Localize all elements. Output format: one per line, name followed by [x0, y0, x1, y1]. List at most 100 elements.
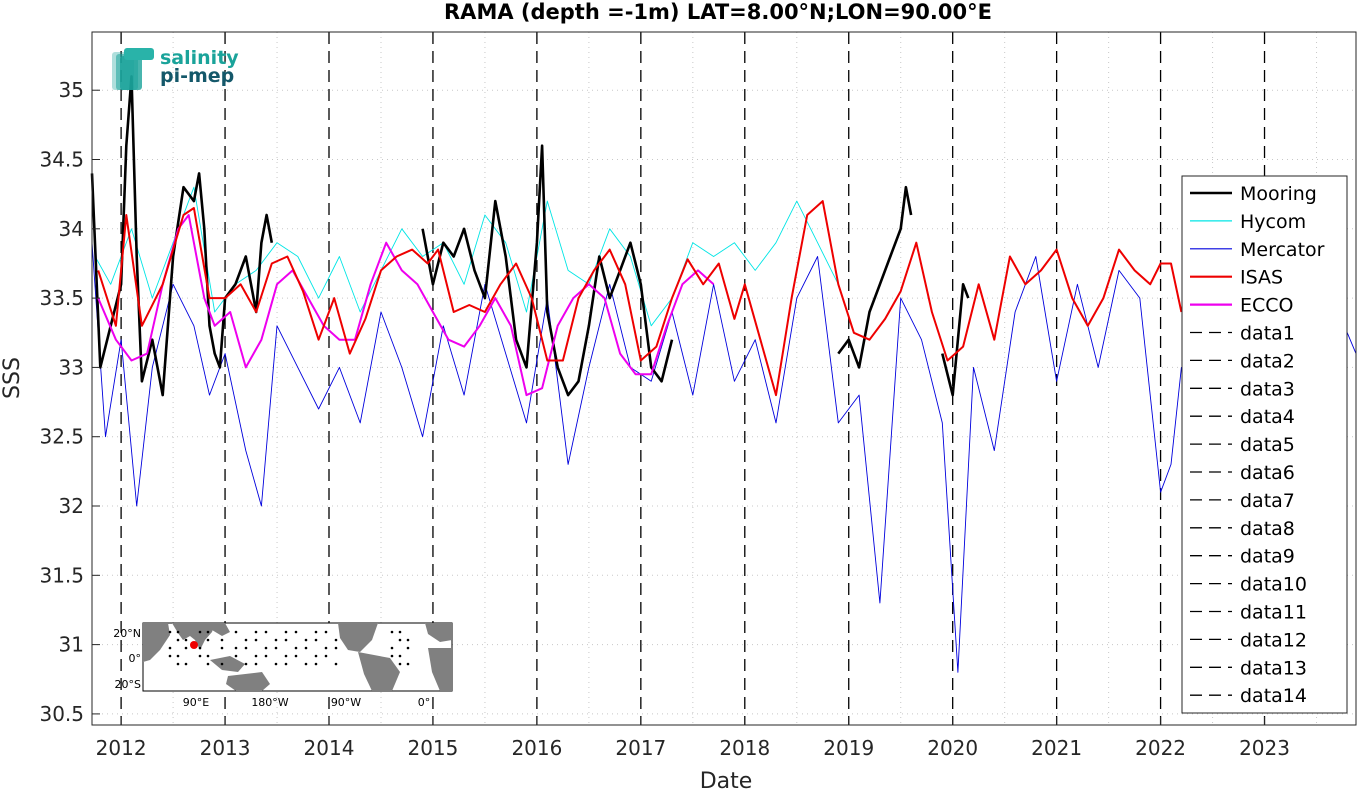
legend-label-data4: data4 — [1240, 406, 1295, 428]
buoy-dot — [284, 662, 288, 666]
buoy-dot — [220, 638, 224, 642]
x-tick-label: 2020 — [927, 736, 978, 760]
buoy-dot — [314, 630, 318, 634]
buoy-dot — [206, 654, 210, 658]
buoy-dot — [264, 630, 268, 634]
buoy-dot — [220, 646, 224, 650]
buoy-dot — [198, 654, 202, 658]
x-tick-label: 2021 — [1031, 736, 1082, 760]
buoy-dot — [206, 630, 210, 634]
lon-label-0: 0° — [418, 696, 431, 709]
buoy-dot — [314, 638, 318, 642]
land-masses — [143, 623, 452, 691]
y-tick-label: 31.5 — [39, 563, 84, 587]
buoy-dot — [274, 638, 278, 642]
legend-label-data13: data13 — [1240, 657, 1307, 679]
buoy-dot — [244, 662, 248, 666]
y-axis: 30.5 31 31.5 32 32.5 33 33.5 34 34.5 35 — [39, 78, 100, 726]
buoy-dot — [184, 646, 188, 650]
series-mooring-line — [837, 185, 913, 369]
buoy-dot — [334, 638, 338, 642]
buoy-dot — [168, 646, 172, 650]
buoy-dot — [206, 638, 210, 642]
y-tick-label: 32 — [59, 494, 84, 518]
buoy-dot — [264, 646, 268, 650]
buoy-dot — [334, 662, 338, 666]
logo-line1: salinity — [160, 47, 239, 69]
salinity-pimep-logo: salinity pi-mep — [112, 47, 239, 90]
inset-map: 20°N 0° 20°S 90°E 180°W 90°W 0° — [113, 622, 453, 709]
buoy-dot — [398, 630, 402, 634]
buoy-dot — [254, 638, 258, 642]
buoy-dot — [184, 662, 188, 666]
series-isas-line — [97, 200, 1183, 397]
year-dashed-lines — [120, 32, 1266, 725]
buoy-dot — [304, 662, 308, 666]
y-tick-label: 30.5 — [39, 702, 84, 726]
x-tick-label: 2017 — [615, 736, 666, 760]
legend-label-hycom: Hycom — [1240, 211, 1306, 233]
buoy-dot — [234, 654, 238, 658]
lat-label-eq: 0° — [129, 652, 142, 665]
x-tick-label: 2016 — [511, 736, 562, 760]
x-tick-label: 2022 — [1135, 736, 1186, 760]
logo-line2: pi-mep — [160, 65, 234, 87]
buoy-dot — [324, 646, 328, 650]
buoy-dot — [254, 654, 258, 658]
buoy-dot — [176, 662, 180, 666]
buoy-dot — [176, 638, 180, 642]
buoy-locations — [168, 630, 410, 666]
legend-label-data1: data1 — [1240, 323, 1295, 345]
x-axis: 2012 2013 2014 2015 2016 2017 2018 2019 2020 2021… — [96, 717, 1290, 760]
legend-label-mercator: Mercator — [1240, 239, 1325, 261]
buoy-dot — [168, 630, 172, 634]
buoy-dot — [274, 646, 278, 650]
buoy-dot — [406, 638, 410, 642]
buoy-dot — [294, 654, 298, 658]
buoy-dot — [390, 630, 394, 634]
buoy-dot — [220, 662, 224, 666]
series-mooring-line — [90, 75, 274, 397]
buoy-dot — [324, 630, 328, 634]
buoy-dot — [406, 646, 410, 650]
legend-label-data6: data6 — [1240, 462, 1295, 484]
legend-label-data10: data10 — [1240, 574, 1307, 596]
y-tick-label: 31 — [59, 633, 84, 657]
legend-label-isas: ISAS — [1240, 267, 1283, 289]
legend-label-data5: data5 — [1240, 434, 1295, 456]
legend-label-ecco: ECCO — [1240, 295, 1294, 317]
x-axis-label: Date — [700, 769, 753, 790]
x-tick-label: 2023 — [1239, 736, 1290, 760]
legend-label-data8: data8 — [1240, 518, 1295, 540]
station-marker — [190, 641, 198, 649]
x-tick-label: 2012 — [96, 736, 147, 760]
buoy-dot — [284, 654, 288, 658]
legend-label-data12: data12 — [1240, 629, 1307, 651]
buoy-dot — [198, 630, 202, 634]
buoy-dot — [314, 654, 318, 658]
legend-label-data3: data3 — [1240, 378, 1295, 400]
buoy-dot — [304, 638, 308, 642]
buoy-dot — [198, 646, 202, 650]
buoy-dot — [176, 630, 180, 634]
lon-label-180w: 180°W — [251, 696, 288, 709]
buoy-dot — [244, 646, 248, 650]
buoy-dot — [206, 662, 210, 666]
grid — [92, 32, 1356, 725]
buoy-dot — [284, 638, 288, 642]
lat-label-20s: 20°S — [115, 678, 141, 691]
plot-frame — [91, 31, 1357, 726]
buoy-dot — [184, 638, 188, 642]
legend-label-data2: data2 — [1240, 350, 1295, 372]
y-tick-label: 33.5 — [39, 286, 84, 310]
buoy-dot — [168, 654, 172, 658]
y-tick-label: 34 — [59, 217, 84, 241]
y-tick-label: 32.5 — [39, 425, 84, 449]
buoy-dot — [254, 630, 258, 634]
buoy-dot — [234, 646, 238, 650]
buoy-dot — [334, 646, 338, 650]
x-tick-label: 2018 — [719, 736, 770, 760]
series-ecco-line — [97, 214, 715, 397]
legend: Mooring Hycom Mercator ISAS ECCO data1 data2 da… — [1181, 175, 1348, 714]
